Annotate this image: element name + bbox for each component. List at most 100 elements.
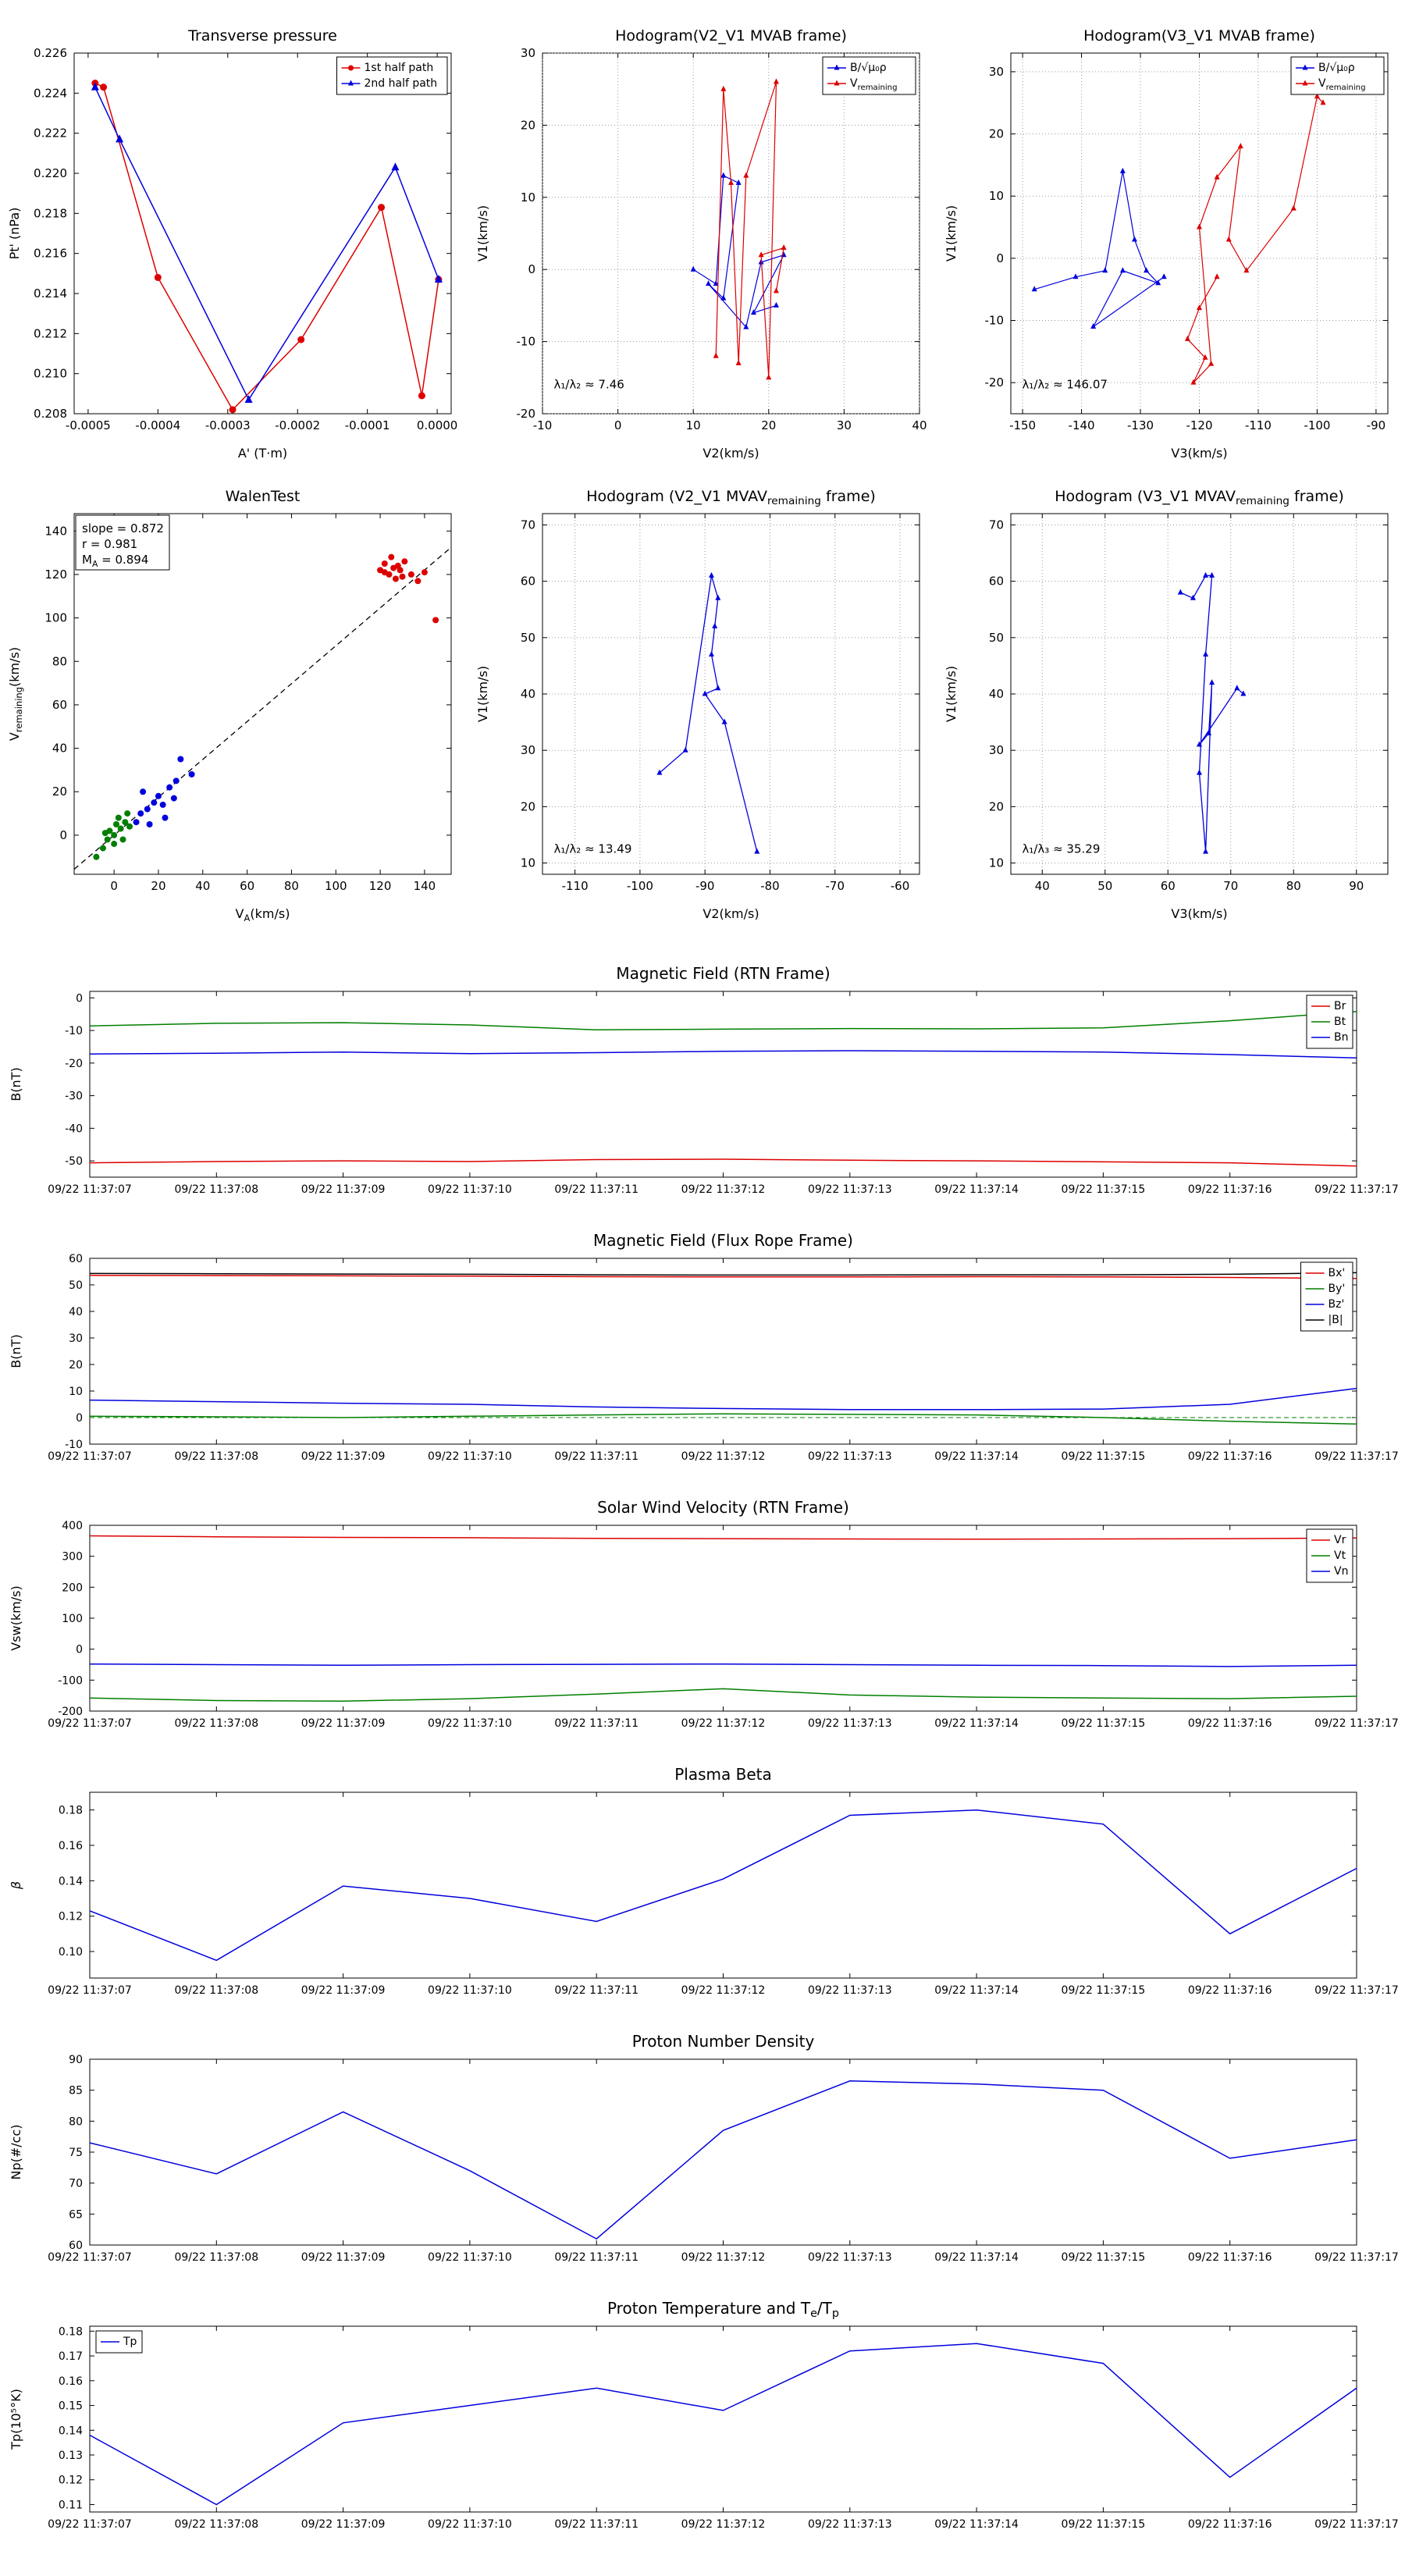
legend: B/√μ₀ρ Vremaining <box>822 56 916 95</box>
series-cluster-red <box>377 553 439 624</box>
y-axis-label: Pt' (nPa) <box>7 208 22 260</box>
y-axis-label: B(nT) <box>9 1334 23 1368</box>
svg-text:-20: -20 <box>65 1058 83 1070</box>
svg-text:30: 30 <box>521 743 535 757</box>
svg-text:09/22 11:37:10: 09/22 11:37:10 <box>428 1984 512 1997</box>
svg-text:-0.0003: -0.0003 <box>205 418 251 432</box>
svg-text:Bt: Bt <box>1334 1016 1346 1028</box>
svg-text:09/22 11:37:16: 09/22 11:37:16 <box>1188 1183 1272 1196</box>
svg-text:80: 80 <box>52 654 67 668</box>
y-axis-label: B(nT) <box>9 1067 23 1101</box>
axes: 09/22 11:37:07 09/22 11:37:08 09/22 11:37:… <box>48 1253 1399 1463</box>
svg-text:0: 0 <box>614 418 622 432</box>
svg-text:09/22 11:37:12: 09/22 11:37:12 <box>681 2518 766 2531</box>
series-b <box>656 571 760 854</box>
svg-text:60: 60 <box>52 698 67 712</box>
svg-text:0.208: 0.208 <box>34 407 67 421</box>
series-np <box>89 2080 1357 2240</box>
svg-text:0.220: 0.220 <box>34 166 67 180</box>
svg-text:09/22 11:37:12: 09/22 11:37:12 <box>681 1183 766 1196</box>
svg-text:70: 70 <box>521 518 535 532</box>
svg-text:Bn: Bn <box>1334 1031 1348 1044</box>
svg-text:-100: -100 <box>627 879 653 893</box>
hodogram-v3v1-mvav-chart: 40 50 60 70 80 90 10 20 30 40 50 60 70 Hodogram (V3_V… <box>944 488 1389 921</box>
svg-text:-130: -130 <box>1127 418 1154 432</box>
axes: 40 50 60 70 80 90 10 20 30 40 50 60 70 <box>989 514 1388 893</box>
svg-text:09/22 11:37:07: 09/22 11:37:07 <box>48 1450 132 1463</box>
axes: -110 -100 -90 -80 -70 -60 10 20 30 40 50 60 70 <box>521 514 919 893</box>
axes: 09/22 11:37:07 09/22 11:37:08 09/22 11:37:… <box>48 2054 1399 2264</box>
svg-text:140: 140 <box>414 879 436 893</box>
svg-text:09/22 11:37:11: 09/22 11:37:11 <box>554 1450 638 1463</box>
svg-text:-100: -100 <box>58 1674 83 1687</box>
svg-text:-50: -50 <box>65 1155 83 1168</box>
svg-text:-110: -110 <box>1245 418 1272 432</box>
svg-text:09/22 11:37:09: 09/22 11:37:09 <box>301 2251 386 2264</box>
y-axis-label: Tp(10⁵°K) <box>9 2389 23 2450</box>
annotation: λ₁/λ₂ ≈ 13.49 <box>553 841 631 856</box>
svg-text:70: 70 <box>989 518 1004 532</box>
svg-text:09/22 11:37:17: 09/22 11:37:17 <box>1314 1984 1399 1997</box>
series-2nd-half-path <box>91 82 443 404</box>
y-axis-label: Vremaining(km/s) <box>7 647 24 741</box>
svg-text:-90: -90 <box>695 879 715 893</box>
svg-text:-60: -60 <box>891 879 910 893</box>
svg-text:90: 90 <box>1349 879 1364 893</box>
stats-textbox: slope = 0.872 r = 0.981 MA = 0.894 <box>75 514 170 571</box>
svg-text:120: 120 <box>44 568 67 582</box>
series-beta <box>89 1809 1357 1962</box>
svg-text:40: 40 <box>989 687 1004 701</box>
svg-text:09/22 11:37:08: 09/22 11:37:08 <box>174 1450 258 1463</box>
x-axis-label: VA(km/s) <box>236 906 290 923</box>
svg-text:100: 100 <box>44 611 67 625</box>
svg-text:200: 200 <box>62 1582 83 1594</box>
svg-text:60: 60 <box>69 2240 83 2252</box>
svg-text:-0.0005: -0.0005 <box>66 418 111 432</box>
svg-text:09/22 11:37:12: 09/22 11:37:12 <box>681 2251 766 2264</box>
svg-text:20: 20 <box>521 799 535 813</box>
svg-text:09/22 11:37:10: 09/22 11:37:10 <box>428 1183 512 1196</box>
chart-title: Plasma Beta <box>674 1765 772 1784</box>
series-b- <box>1031 167 1167 329</box>
plasma-beta-chart: 09/22 11:37:07 09/22 11:37:08 09/22 11:37:… <box>9 1765 1399 1997</box>
svg-text:By': By' <box>1329 1283 1346 1295</box>
svg-text:60: 60 <box>989 575 1004 589</box>
svg-text:09/22 11:37:10: 09/22 11:37:10 <box>428 1717 512 1730</box>
svg-text:85: 85 <box>69 2085 83 2097</box>
annotation: λ₁/λ₃ ≈ 35.29 <box>1022 841 1100 856</box>
svg-text:09/22 11:37:07: 09/22 11:37:07 <box>48 1717 132 1730</box>
series-vr <box>89 1535 1357 1540</box>
svg-text:0: 0 <box>59 828 67 842</box>
chart-title: Hodogram (V2_V1 MVAVremaining frame) <box>586 488 876 507</box>
svg-text:65: 65 <box>69 2208 83 2221</box>
svg-text:0.14: 0.14 <box>59 1875 83 1888</box>
series-tp <box>89 2343 1357 2506</box>
svg-text:40: 40 <box>912 418 927 432</box>
svg-text:09/22 11:37:09: 09/22 11:37:09 <box>301 1183 386 1196</box>
svg-text:09/22 11:37:16: 09/22 11:37:16 <box>1188 1717 1272 1730</box>
svg-text:0.15: 0.15 <box>59 2400 83 2413</box>
svg-text:09/22 11:37:15: 09/22 11:37:15 <box>1062 1717 1146 1730</box>
chart-title: Solar Wind Velocity (RTN Frame) <box>597 1498 849 1517</box>
svg-text:-0.0002: -0.0002 <box>275 418 320 432</box>
svg-text:0.16: 0.16 <box>59 1840 83 1852</box>
svg-text:0.216: 0.216 <box>34 247 67 261</box>
svg-text:0.224: 0.224 <box>34 86 67 100</box>
series-bz- <box>89 1387 1357 1411</box>
svg-text:09/22 11:37:14: 09/22 11:37:14 <box>934 1450 1019 1463</box>
svg-text:0.12: 0.12 <box>59 1911 83 1923</box>
svg-text:50: 50 <box>521 631 535 645</box>
proton-density-chart: 09/22 11:37:07 09/22 11:37:08 09/22 11:37:… <box>9 2032 1399 2264</box>
walen-test-chart: 0 20 40 60 80 100 120 140 0 20 40 60 80 100 120 140 Wale… <box>7 488 452 923</box>
svg-text:20: 20 <box>521 118 535 132</box>
axes: 0 20 40 60 80 100 120 140 0 20 40 60 80 100 120 140 <box>44 514 451 893</box>
svg-text:20: 20 <box>989 127 1004 141</box>
svg-text:0: 0 <box>110 879 118 893</box>
chart-title: Magnetic Field (Flux Rope Frame) <box>593 1231 853 1250</box>
svg-text:80: 80 <box>69 2115 83 2128</box>
svg-text:B/√μ₀ρ: B/√μ₀ρ <box>850 62 887 74</box>
legend: Br Bt Bn <box>1306 994 1353 1049</box>
x-axis-label: V3(km/s) <box>1171 906 1227 921</box>
svg-text:20: 20 <box>52 785 67 799</box>
